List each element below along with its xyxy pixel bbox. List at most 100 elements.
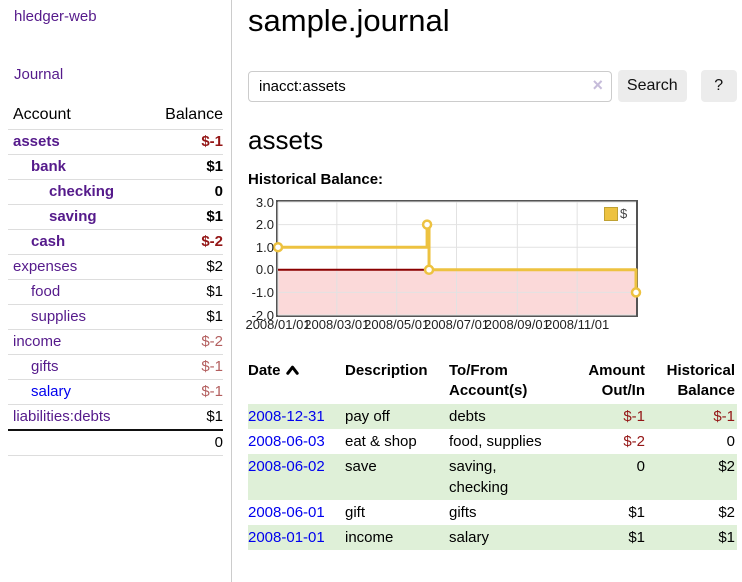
- sidebar-account-link[interactable]: food: [31, 283, 61, 300]
- register-header-amount: Amount Out/In: [588, 362, 645, 399]
- register-header-accounts: To/From Account(s): [449, 362, 528, 399]
- account-row: salary $-1: [8, 379, 223, 405]
- register-description: gift: [345, 504, 366, 521]
- register-accounts: gifts: [449, 504, 477, 521]
- sidebar-account-link[interactable]: liabilities:debts: [13, 408, 111, 425]
- register-date-link[interactable]: 2008-06-03: [248, 433, 325, 450]
- y-axis-tick-label: 2.0: [255, 217, 274, 233]
- account-balance-table: Account Balance assets $-1 bank $1 checking 0…: [8, 104, 223, 456]
- account-balance-value: $-2: [143, 229, 223, 255]
- page-title: sample.journal: [248, 3, 450, 38]
- account-balance-value: $1: [143, 154, 223, 180]
- search-button[interactable]: Search: [618, 70, 687, 102]
- register-accounts: food, supplies: [449, 433, 542, 450]
- account-balance-value: $1: [143, 304, 223, 330]
- sidebar-account-link[interactable]: cash: [31, 233, 66, 250]
- register-header-date[interactable]: Date: [248, 361, 345, 404]
- sidebar-account-link[interactable]: saving: [49, 208, 97, 225]
- account-balance-value: $-1: [143, 354, 223, 380]
- register-amount: $1: [559, 525, 647, 550]
- sidebar-account-link[interactable]: salary: [31, 383, 72, 400]
- clear-search-icon[interactable]: ×: [592, 74, 603, 95]
- register-row: 2008-01-01 income salary $1 $1: [248, 525, 737, 550]
- register-balance: $2: [718, 504, 735, 521]
- account-column-header: Account: [13, 106, 71, 123]
- register-row: 2008-06-03 eat & shop food, supplies $-2 0: [248, 429, 737, 454]
- account-balance-value: $2: [143, 254, 223, 280]
- x-axis-tick-label: 2008/01/01: [245, 317, 311, 332]
- help-button[interactable]: ?: [700, 70, 737, 102]
- account-row: food $1: [8, 279, 223, 305]
- legend-swatch-icon: [604, 206, 618, 221]
- y-axis-tick-label: -2.0: [251, 307, 274, 323]
- sidebar-account-link[interactable]: income: [13, 333, 62, 350]
- sidebar-account-link[interactable]: supplies: [31, 308, 87, 325]
- sidebar-account-link[interactable]: gifts: [31, 358, 59, 375]
- register-balance: $-1: [647, 404, 737, 429]
- register-amount: 0: [559, 454, 647, 500]
- register-header-row: Date Description To/From Account(s) Amou…: [248, 361, 737, 404]
- chart-plot-area: [272, 200, 642, 317]
- register-date-link[interactable]: 2008-06-02: [248, 458, 325, 475]
- register-date-link[interactable]: 2008-12-31: [248, 408, 325, 425]
- register-accounts: salary: [449, 525, 559, 550]
- sidebar: hledger-web Journal Account Balance asse…: [0, 0, 232, 582]
- register-amount: $-2: [623, 433, 645, 450]
- sidebar-account-link[interactable]: checking: [49, 183, 115, 200]
- register-description: eat & shop: [345, 433, 417, 450]
- x-axis-tick-label: 2008/07/01: [423, 317, 490, 332]
- x-axis-tick-label: 2008/11/01: [545, 317, 610, 332]
- register-row: 2008-06-01 gift gifts $1 $2: [248, 500, 737, 525]
- y-axis-tick-label: 1.0: [255, 239, 274, 255]
- sidebar-account-link[interactable]: bank: [31, 158, 67, 175]
- x-axis-tick-label: 2008/05/01: [364, 317, 430, 332]
- register-date-link[interactable]: 2008-01-01: [248, 529, 325, 546]
- account-row: income $-2: [8, 329, 223, 355]
- search-bar: × Search ?: [248, 70, 737, 102]
- chart-title: Historical Balance:: [248, 171, 384, 188]
- sort-ascending-icon: [285, 365, 299, 375]
- register-accounts: debts: [449, 404, 559, 429]
- account-row: gifts $-1: [8, 354, 223, 380]
- sidebar-account-link[interactable]: expenses: [13, 258, 78, 275]
- account-balance-value: $1: [143, 279, 223, 305]
- register-balance: 0: [726, 433, 735, 450]
- legend-label: $: [620, 206, 628, 221]
- account-row: supplies $1: [8, 304, 223, 330]
- register-date-link[interactable]: 2008-06-01: [248, 504, 325, 521]
- register-accounts: saving, checking: [449, 454, 559, 500]
- account-balance-value: $-1: [143, 379, 223, 405]
- y-axis-tick-label: -1.0: [251, 284, 274, 300]
- account-row: bank $1: [8, 154, 223, 180]
- register-amount: $1: [628, 504, 645, 521]
- chart-legend: $: [602, 206, 630, 221]
- register-row: 2008-12-31 pay off debts $-1 $-1: [248, 404, 737, 429]
- account-balance-value: $1: [143, 404, 223, 430]
- account-row: liabilities:debts $1: [8, 404, 223, 430]
- balance-column-header: Balance: [165, 106, 223, 123]
- register-header-description: Description: [345, 362, 428, 379]
- account-row: saving $1: [8, 204, 223, 230]
- y-axis-tick-label: 0.0: [255, 262, 274, 278]
- account-heading: assets: [248, 125, 324, 155]
- register-balance: $1: [647, 525, 737, 550]
- account-row: expenses $2: [8, 254, 223, 280]
- account-total-row: 0: [8, 429, 223, 456]
- sidebar-account-link[interactable]: assets: [13, 133, 60, 150]
- x-axis-tick-label: 2008/03/01: [304, 317, 370, 332]
- main-content: sample.journal × Search ? assets Histori…: [245, 0, 737, 550]
- register-amount: $-1: [559, 404, 647, 429]
- register-table: Date Description To/From Account(s) Amou…: [248, 361, 737, 550]
- sidebar-item-journal[interactable]: Journal: [14, 66, 64, 83]
- x-axis-tick-label: 2008/09/01: [484, 317, 550, 332]
- account-total-value: 0: [143, 429, 223, 456]
- account-balance-value: $-2: [143, 329, 223, 355]
- register-description: pay off: [345, 404, 449, 429]
- historical-balance-chart: $ 3.0 2.0 1.0 0.0 -1.0 -2.0 2008/01/01 2008/03/…: [245, 194, 737, 338]
- register-description: income: [345, 525, 449, 550]
- y-axis-tick-label: 3.0: [255, 194, 274, 210]
- app-title-link[interactable]: hledger-web: [14, 8, 97, 25]
- register-header-balance: Historical Balance: [666, 362, 735, 399]
- account-balance-value: 0: [143, 179, 223, 205]
- search-input[interactable]: [248, 70, 612, 102]
